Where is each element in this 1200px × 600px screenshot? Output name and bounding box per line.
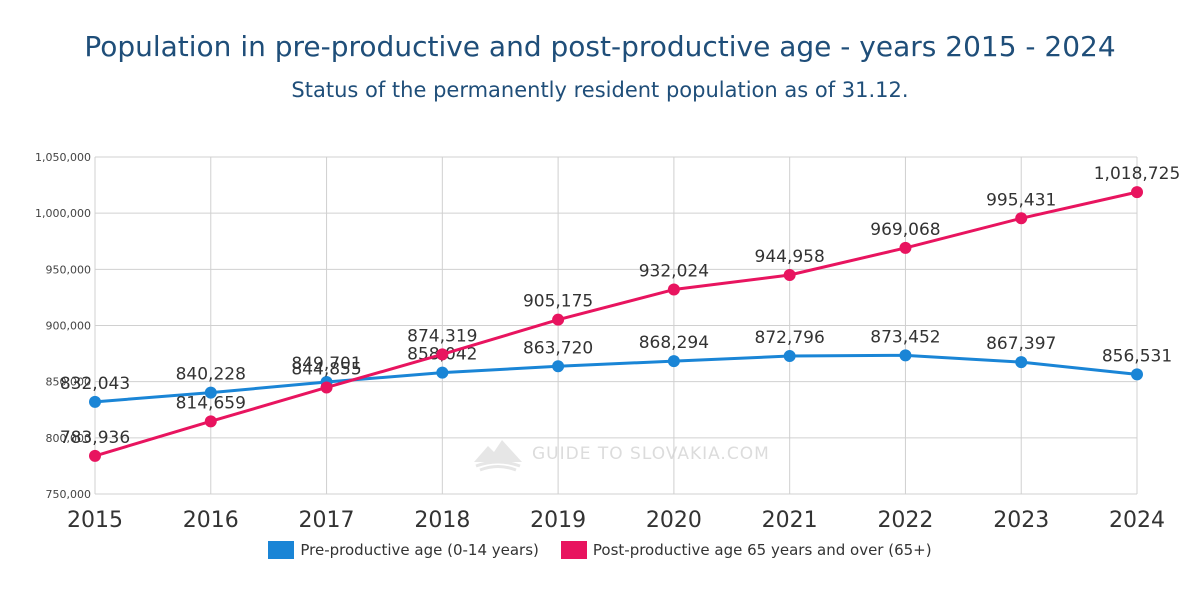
watermark: GUIDE TO SLOVAKIA.COM [472, 436, 770, 472]
x-tick-label: 2020 [646, 508, 702, 533]
x-tick-label: 2016 [183, 508, 239, 533]
data-point-post-productive [1015, 212, 1028, 225]
series-line-post-productive [94, 190, 1138, 458]
legend-label-post-productive: Post-productive age 65 years and over (6… [592, 541, 932, 559]
data-point-pre-productive [667, 355, 680, 368]
y-tick-label: 950,000 [46, 263, 92, 276]
chart-title: Population in pre-productive and post-pr… [84, 30, 1116, 63]
chart-subtitle: Status of the permanently resident popul… [291, 78, 909, 102]
legend-item-post-productive: Post-productive age 65 years and over (6… [560, 541, 932, 559]
data-label-pre-productive: 832,043 [60, 374, 130, 394]
data-point-pre-productive [899, 349, 912, 362]
data-label-pre-productive: 873,452 [870, 327, 940, 347]
x-tick-label: 2023 [993, 508, 1049, 533]
data-label-post-productive: 874,319 [407, 326, 477, 346]
data-label-post-productive: 1,018,725 [1094, 164, 1181, 184]
mountain-logo-icon [474, 440, 522, 472]
data-label-post-productive: 995,431 [986, 190, 1056, 210]
x-tick-label: 2022 [877, 508, 933, 533]
legend-label-pre-productive: Pre-productive age (0-14 years) [300, 541, 539, 559]
data-label-pre-productive: 868,294 [639, 333, 709, 353]
data-point-post-productive [320, 381, 333, 394]
y-tick-label: 750,000 [46, 488, 92, 501]
data-label-pre-productive: 840,228 [176, 365, 246, 385]
legend-swatch-pre-productive [268, 541, 295, 559]
data-label-post-productive: 814,659 [176, 393, 246, 413]
data-point-post-productive [783, 268, 796, 281]
legend: Pre-productive age (0-14 years) Post-pro… [0, 541, 1200, 559]
x-tick-label: 2019 [530, 508, 586, 533]
data-point-pre-productive [1015, 356, 1028, 369]
data-point-pre-productive [204, 386, 217, 399]
data-point-post-productive [204, 415, 217, 428]
data-point-post-productive [552, 313, 565, 326]
x-tick-label: 2015 [67, 508, 123, 533]
watermark-text: GUIDE TO SLOVAKIA.COM [532, 444, 770, 464]
data-point-pre-productive [1131, 368, 1143, 381]
data-label-pre-productive: 856,531 [1102, 346, 1172, 366]
y-tick-label: 900,000 [46, 320, 92, 333]
data-point-pre-productive [552, 360, 565, 373]
x-tick-label: 2018 [414, 508, 470, 533]
legend-item-pre-productive: Pre-productive age (0-14 years) [268, 541, 539, 559]
data-point-post-productive [89, 449, 101, 462]
data-label-pre-productive: 867,397 [986, 334, 1056, 354]
data-label-pre-productive: 872,796 [755, 328, 825, 348]
data-point-post-productive [1131, 186, 1143, 199]
data-label-pre-productive: 849,701 [291, 354, 361, 374]
y-tick-label: 1,000,000 [35, 207, 91, 220]
data-point-post-productive [436, 348, 449, 361]
data-label-post-productive: 905,175 [523, 292, 593, 312]
data-point-pre-productive [436, 366, 449, 379]
data-point-pre-productive [783, 350, 796, 363]
data-label-pre-productive: 863,720 [523, 338, 593, 358]
y-tick-label: 1,050,000 [35, 151, 91, 164]
y-tick-label: 850,000 [46, 376, 92, 389]
data-label-post-productive: 783,936 [60, 428, 130, 448]
x-tick-label: 2021 [762, 508, 818, 533]
data-label-post-productive: 844,855 [291, 359, 361, 379]
data-label-post-productive: 969,068 [870, 220, 940, 240]
data-point-pre-productive [89, 395, 101, 408]
data-point-post-productive [899, 241, 912, 254]
x-tick-label: 2017 [299, 508, 355, 533]
data-point-post-productive [667, 283, 680, 296]
data-label-post-productive: 944,958 [755, 247, 825, 267]
series-line-pre-productive [94, 353, 1138, 404]
y-tick-label: 800,000 [46, 432, 92, 445]
data-label-post-productive: 932,024 [639, 262, 709, 282]
legend-swatch-post-productive [560, 541, 587, 559]
x-tick-label: 2024 [1109, 508, 1165, 533]
